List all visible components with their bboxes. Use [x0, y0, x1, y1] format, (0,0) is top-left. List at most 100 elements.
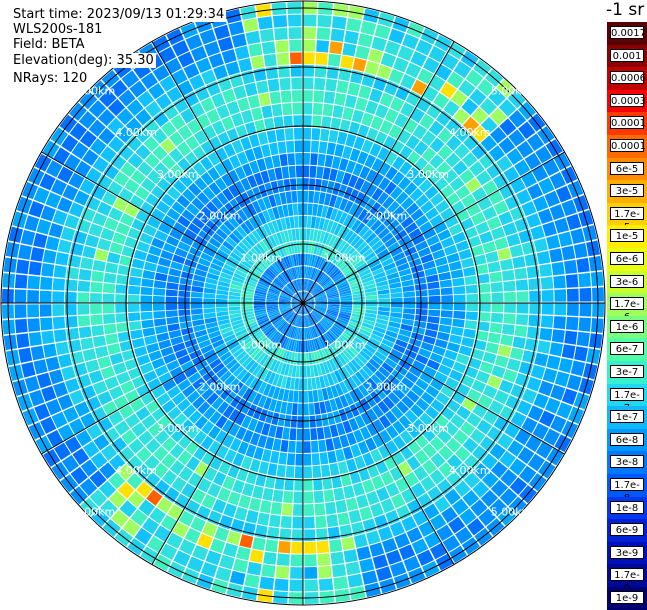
range-gate-bin: [324, 91, 336, 104]
range-gate-bin: [222, 405, 235, 419]
range-gate-bin: [172, 40, 190, 57]
range-gate-bin: [272, 15, 288, 28]
range-gate-bin: [39, 173, 56, 191]
range-gate-bin: [64, 153, 81, 171]
range-gate-bin: [464, 275, 478, 286]
range-gate-bin: [361, 570, 378, 585]
range-gate-bin: [127, 490, 145, 508]
range-gate-bin: [470, 348, 485, 361]
range-gate-bin: [173, 97, 189, 114]
range-gate-bin: [52, 209, 68, 226]
range-gate-bin: [309, 326, 315, 339]
range-gate-bin: [253, 303, 266, 306]
range-gate-bin: [27, 290, 40, 303]
range-gate-bin: [310, 312, 320, 322]
range-gate-bin: [325, 263, 334, 274]
range-gate-bin: [340, 300, 353, 303]
range-gate-bin: [300, 340, 303, 353]
range-gate-bin: [329, 539, 343, 553]
range-gate-bin: [303, 295, 312, 303]
range-gate-bin: [509, 477, 528, 495]
range-gate-bin: [97, 356, 112, 369]
range-gate-bin: [364, 251, 376, 262]
range-gate-bin: [366, 377, 379, 390]
range-gate-bin: [286, 453, 296, 466]
range-gate-bin: [272, 373, 280, 386]
range-gate-bin: [73, 362, 88, 377]
range-gate-bin: [337, 368, 347, 381]
range-gate-bin: [353, 205, 364, 219]
range-gate-bin: [323, 246, 331, 259]
range-gate-bin: [212, 120, 226, 135]
range-gate-bin: [538, 380, 554, 397]
range-gate-bin: [252, 186, 262, 200]
range-gate-bin: [229, 313, 242, 319]
range-gate-bin: [214, 253, 227, 264]
range-gate-bin: [284, 414, 292, 428]
range-gate-bin: [325, 233, 333, 246]
range-gate-bin: [275, 565, 290, 579]
range-gate-bin: [288, 313, 297, 324]
range-gate-bin: [535, 145, 553, 164]
range-gate-bin: [253, 379, 264, 392]
range-gate-bin: [549, 248, 563, 263]
range-gate-bin: [335, 448, 346, 462]
range-gate-bin: [252, 146, 264, 160]
range-gate-bin: [88, 370, 104, 384]
range-gate-bin: [396, 504, 412, 520]
range-gate-bin: [541, 289, 554, 302]
range-gate-bin: [320, 128, 330, 142]
range-gate-bin: [310, 428, 318, 441]
range-gate-bin: [429, 154, 444, 169]
range-gate-bin: [304, 529, 316, 542]
range-gate-bin: [455, 446, 471, 462]
range-gate-bin: [145, 100, 162, 118]
range-gate-bin: [287, 203, 294, 217]
range-gate-bin: [165, 303, 178, 311]
range-gate-bin: [219, 554, 235, 570]
range-gate-bin: [466, 518, 485, 536]
range-gate-bin: [406, 527, 423, 543]
range-gate-bin: [169, 131, 184, 147]
range-gate-bin: [352, 482, 365, 497]
range-gate-bin: [466, 303, 479, 312]
range-gate-bin: [247, 272, 260, 281]
range-gate-bin: [478, 312, 491, 322]
range-gate-bin: [550, 384, 566, 401]
range-gate-bin: [158, 222, 172, 235]
colorbar-tick-label: 6e-8: [610, 432, 644, 446]
range-gate-bin: [110, 79, 128, 98]
range-gate-bin: [272, 489, 284, 503]
range-gate-bin: [326, 373, 335, 386]
range-gate-bin: [423, 503, 440, 520]
range-gate-bin: [343, 330, 355, 340]
range-gate-bin: [208, 237, 222, 249]
range-gate-bin: [171, 392, 186, 406]
range-gate-bin: [162, 379, 177, 392]
range-gate-bin: [380, 52, 397, 68]
range-gate-bin: [389, 282, 402, 289]
range-gate-bin: [503, 369, 518, 383]
range-gate-bin: [137, 161, 153, 177]
range-gate-bin: [211, 396, 224, 410]
range-gate-bin: [266, 307, 279, 311]
range-gate-bin: [354, 191, 365, 205]
range-gate-bin: [306, 365, 311, 378]
range-gate-bin: [515, 279, 529, 291]
range-gate-bin: [360, 20, 377, 36]
range-gate-bin: [287, 14, 302, 27]
range-gate-bin: [267, 208, 276, 221]
range-gate-bin: [283, 490, 294, 504]
range-gate-bin: [296, 428, 303, 441]
range-gate-bin: [228, 378, 240, 391]
range-gate-bin: [131, 258, 145, 269]
range-gate-bin: [165, 310, 178, 318]
range-gate-bin: [424, 267, 438, 277]
range-gate-bin: [401, 354, 415, 365]
range-gate-bin: [226, 128, 240, 143]
range-gate-bin: [439, 317, 453, 326]
range-gate-bin: [257, 280, 270, 288]
range-gate-bin: [505, 395, 521, 410]
range-gate-bin: [215, 430, 228, 444]
range-gate-bin: [554, 217, 570, 234]
